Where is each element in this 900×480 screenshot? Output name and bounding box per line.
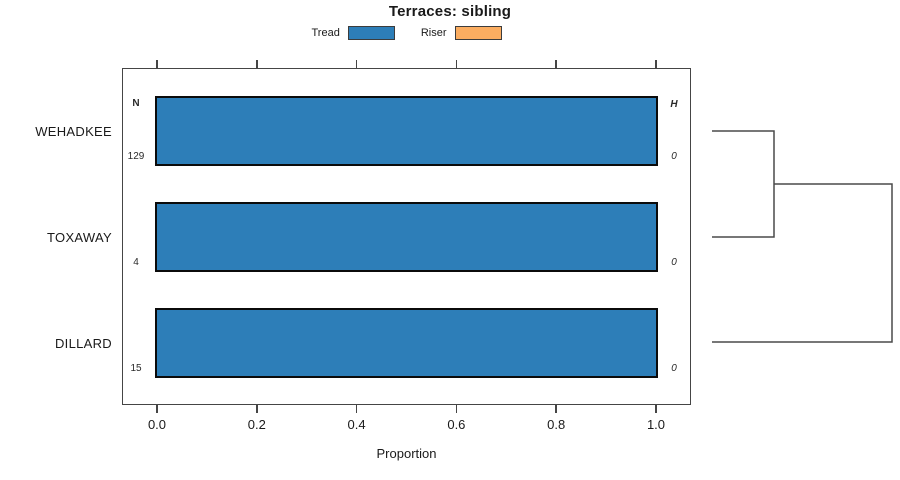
legend-label: Riser bbox=[420, 27, 447, 39]
x-axis-tick-top bbox=[156, 60, 158, 68]
x-axis-tick-bottom bbox=[455, 405, 458, 413]
x-axis-tick-bottom bbox=[555, 405, 557, 413]
row-label-wehadkee: WEHADKEE bbox=[35, 124, 112, 139]
n-value-toxaway: 4 bbox=[133, 257, 139, 268]
x-axis-title: Proportion bbox=[376, 446, 437, 461]
x-axis-tick-bottom bbox=[355, 405, 358, 413]
x-axis-tick-top bbox=[555, 60, 557, 68]
legend: Tread Riser bbox=[122, 25, 691, 41]
x-axis-tick-label: 0.2 bbox=[247, 417, 266, 432]
bar-tread-wehadkee bbox=[155, 96, 658, 166]
legend-swatch-tread bbox=[347, 26, 395, 40]
x-axis-tick-bottom bbox=[256, 405, 258, 413]
x-axis-tick-top bbox=[256, 60, 258, 68]
n-value-wehadkee: 129 bbox=[127, 151, 145, 162]
h-value-wehadkee: 0 bbox=[671, 151, 677, 162]
legend-item-riser: Riser bbox=[421, 26, 502, 40]
legend-item-tread: Tread bbox=[312, 26, 395, 40]
h-value-dillard: 0 bbox=[671, 363, 677, 374]
n-value-dillard: 15 bbox=[130, 363, 142, 374]
x-axis-tick-bottom bbox=[655, 405, 657, 413]
bar-tread-dillard bbox=[155, 308, 658, 378]
x-axis-tick-label: 0.4 bbox=[347, 417, 366, 432]
x-axis-tick-top bbox=[655, 60, 657, 68]
row-label-dillard: DILLARD bbox=[54, 336, 112, 351]
bar-tread-toxaway bbox=[155, 202, 658, 272]
n-column-header: N bbox=[132, 98, 140, 109]
row-label-toxaway: TOXAWAY bbox=[47, 230, 112, 245]
x-axis-tick-label: 0.0 bbox=[147, 417, 167, 432]
x-axis-tick-top bbox=[455, 60, 458, 68]
x-axis-tick-bottom bbox=[156, 405, 158, 413]
x-axis-tick-label: 0.8 bbox=[547, 417, 566, 432]
chart-title: Terraces: sibling bbox=[388, 3, 512, 20]
legend-label: Tread bbox=[311, 27, 340, 39]
x-axis-tick-label: 0.6 bbox=[447, 417, 466, 432]
h-column-header: H bbox=[670, 99, 678, 110]
x-axis-tick-top bbox=[355, 60, 358, 68]
legend-swatch-riser bbox=[454, 26, 502, 40]
h-value-toxaway: 0 bbox=[671, 257, 677, 268]
x-axis-tick-label: 1.0 bbox=[646, 417, 666, 432]
